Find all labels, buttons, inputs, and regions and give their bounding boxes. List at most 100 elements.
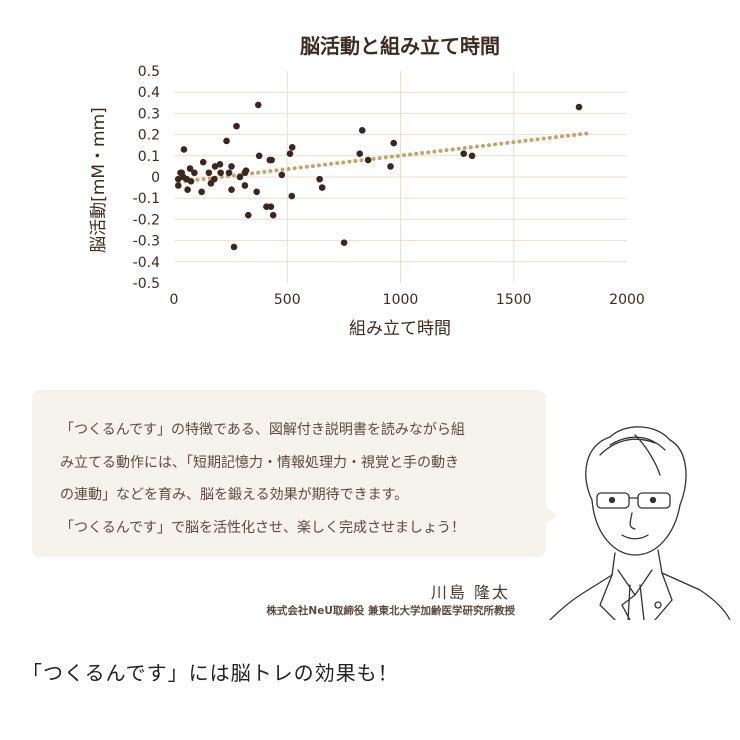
- trendline-dot: [280, 167, 285, 172]
- y-tick-label: 0.2: [138, 128, 160, 144]
- x-axis-label: 組み立て時間: [349, 319, 451, 339]
- trendline-dot: [505, 140, 510, 145]
- data-point: [241, 182, 249, 189]
- trendline-dot: [553, 135, 558, 140]
- data-point: [216, 160, 224, 168]
- comment-bubble: 「つくるんです」の特徴である、図解付き説明書を読みながら組 み立てる動作には、「…: [32, 390, 546, 557]
- x-tick-label: 1500: [496, 292, 532, 308]
- data-point: [198, 188, 205, 196]
- y-axis-label: 脳活動[mM・mm]: [89, 107, 109, 253]
- trendline-dot: [341, 160, 346, 165]
- trendline-dot: [347, 159, 352, 164]
- x-tick-label: 500: [274, 292, 301, 308]
- trendline-dot: [377, 156, 382, 161]
- trendline-dot: [304, 164, 309, 169]
- data-point: [242, 167, 250, 174]
- data-point: [191, 169, 198, 177]
- trendline-dot: [256, 170, 261, 175]
- comment-text: 「つくるんです」の特徴である、図解付き説明書を読みながら組 み立てる動作には、「…: [60, 414, 465, 544]
- data-point: [288, 144, 296, 151]
- trendline-dot: [438, 148, 443, 153]
- y-tick-label: -0.4: [133, 255, 160, 271]
- trendline-dot: [353, 159, 358, 164]
- trendline-dot: [426, 150, 431, 155]
- bubble-tail: [544, 505, 558, 525]
- trendline-dot: [408, 152, 413, 157]
- data-point: [358, 127, 366, 134]
- x-tick-label: 2000: [609, 292, 645, 308]
- trendline-dot: [310, 164, 315, 169]
- trendline-dot: [298, 165, 303, 170]
- data-point: [211, 175, 218, 183]
- trendline-dot: [474, 144, 479, 149]
- data-point: [186, 165, 194, 172]
- data-point: [253, 188, 260, 196]
- data-point: [175, 175, 182, 183]
- author-affiliation: 株式会社NeU取締役 兼東北大学加齢医学研究所教授: [266, 605, 515, 617]
- trendline-dot: [335, 161, 340, 166]
- data-point: [268, 156, 275, 164]
- data-point: [390, 139, 398, 147]
- trendline-dot: [468, 145, 473, 150]
- trendline-dot: [584, 131, 589, 136]
- y-tick-label: -0.5: [133, 276, 160, 292]
- data-point: [187, 177, 195, 185]
- trendline-dot: [274, 168, 279, 173]
- data-point: [199, 158, 207, 166]
- trendline-dot: [207, 176, 212, 181]
- trendline-dot: [535, 137, 540, 142]
- data-point: [175, 182, 182, 189]
- data-point: [387, 163, 394, 170]
- x-axis-ticks: 0 500 1000 1500 2000: [170, 292, 645, 308]
- trendline-dot: [450, 147, 455, 152]
- data-point: [288, 192, 296, 200]
- trendline-dot: [231, 173, 236, 178]
- y-tick-label: 0.4: [138, 85, 160, 101]
- data-point: [269, 211, 277, 219]
- scatter-chart: 脳活動と組み立て時間 0.5 0.4 0.3 0.2 0.1 0 -0.1 -0.2 -0.3 -…: [89, 34, 645, 339]
- trendline-dot: [420, 151, 425, 156]
- y-tick-label: -0.1: [133, 191, 160, 207]
- trendline-dot: [383, 155, 388, 160]
- data-point: [263, 203, 270, 210]
- data-point: [278, 171, 286, 179]
- data-point: [217, 169, 224, 177]
- y-tick-label: 0.1: [138, 149, 160, 165]
- trendline-dot: [195, 177, 200, 182]
- trendline-dot: [547, 135, 552, 140]
- trendline-dot: [572, 132, 577, 137]
- portrait-illustration: [549, 426, 731, 620]
- data-points: [175, 101, 583, 251]
- data-point: [230, 243, 238, 251]
- trendline-dot: [480, 143, 485, 148]
- footer-headline: 「つくるんです」には脳トレの効果も！: [22, 661, 399, 685]
- chart-title: 脳活動と組み立て時間: [299, 34, 500, 58]
- trendline-dot: [201, 177, 206, 182]
- comment-line: の連動」などを育み、脳を鍛える効果が期待できます。: [60, 487, 409, 503]
- data-point: [255, 152, 263, 160]
- trendline-dot: [292, 166, 297, 171]
- trendline-dot: [462, 145, 467, 150]
- trendline-dot: [414, 151, 419, 156]
- trendline-dot: [523, 138, 528, 143]
- trendline-dot: [250, 171, 255, 176]
- trendline-dot: [566, 133, 571, 138]
- data-point: [318, 184, 326, 191]
- trendline-dot: [541, 136, 546, 141]
- comment-line: 「つくるんです」で脳を活性化させ、楽しく完成させましょう！: [60, 519, 466, 536]
- data-point: [356, 150, 364, 157]
- trendline-dot: [262, 169, 267, 174]
- data-point: [228, 163, 235, 170]
- data-point: [316, 175, 323, 183]
- trendline-dot: [371, 156, 376, 161]
- trendline-dot: [559, 134, 564, 139]
- trendline-dot: [444, 148, 449, 153]
- trendline-dot: [487, 143, 492, 148]
- trendline-dot: [493, 142, 498, 147]
- trendline-dot: [268, 169, 273, 174]
- y-axis-ticks: 0.5 0.4 0.3 0.2 0.1 0 -0.1 -0.2 -0.3 -0.4 -0.5: [133, 64, 160, 292]
- comment-line: み立てる動作には、「短期記憶力・情報処理力・視覚と手の動き: [60, 454, 459, 471]
- data-point: [286, 150, 294, 157]
- trendline-dot: [329, 161, 334, 166]
- data-point: [340, 239, 348, 247]
